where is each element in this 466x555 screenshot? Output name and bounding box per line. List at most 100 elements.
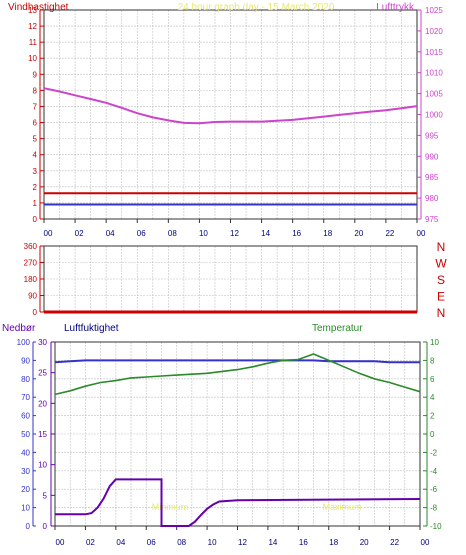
temperature-tick-label: -10 bbox=[430, 522, 442, 531]
humidity-tick-label: 30 bbox=[21, 467, 30, 476]
rain-axis-title: Nedbør bbox=[2, 323, 36, 334]
x-tick-label: 02 bbox=[75, 229, 84, 238]
y2-tick-label: 1025 bbox=[425, 6, 443, 15]
humidity-tick-label: 80 bbox=[21, 375, 30, 384]
temperature-tick-label: -8 bbox=[430, 504, 438, 513]
rain-tick-label: 0 bbox=[43, 522, 48, 531]
x-tick-label: 20 bbox=[354, 229, 363, 238]
y2-tick-label: 1000 bbox=[425, 111, 443, 120]
y-tick-label: 0 bbox=[33, 215, 38, 224]
y-tick-label: 0 bbox=[33, 308, 38, 317]
y2-tick-label: 990 bbox=[425, 152, 439, 161]
x-tick-label: 00 bbox=[56, 538, 65, 547]
x-tick-label: 00 bbox=[44, 229, 53, 238]
x-tick-label: 04 bbox=[106, 229, 115, 238]
y-tick-label: 90 bbox=[28, 292, 37, 301]
series-line-temperatur bbox=[54, 353, 421, 396]
rain-tick-label: 25 bbox=[38, 369, 47, 378]
x-tick-label: 04 bbox=[116, 538, 125, 547]
direction-label: S bbox=[437, 273, 445, 287]
humidity-tick-label: 20 bbox=[21, 485, 30, 494]
y2-tick-label: 1010 bbox=[425, 69, 443, 78]
x-tick-label: 06 bbox=[137, 229, 146, 238]
y-tick-label: 180 bbox=[24, 275, 38, 284]
direction-label: W bbox=[435, 257, 447, 271]
humidity-tick-label: 40 bbox=[21, 448, 30, 457]
humidity-axis-title: Luftfuktighet bbox=[64, 323, 119, 334]
direction-label: N bbox=[437, 306, 446, 320]
series-line-nedbr bbox=[55, 478, 421, 527]
humidity-tick-label: 100 bbox=[17, 338, 31, 347]
x-tick-label: 12 bbox=[230, 229, 239, 238]
y-tick-label: 2 bbox=[33, 183, 38, 192]
humidity-tick-label: 60 bbox=[21, 412, 30, 421]
x-tick-label: 08 bbox=[177, 538, 186, 547]
x-tick-label: 14 bbox=[268, 538, 277, 547]
y2-tick-label: 985 bbox=[425, 173, 439, 182]
y-tick-label: 12 bbox=[28, 22, 37, 31]
temperature-tick-label: -6 bbox=[430, 485, 438, 494]
temperature-tick-label: 6 bbox=[430, 375, 435, 384]
temperature-tick-label: 0 bbox=[430, 430, 435, 439]
x-tick-label: 16 bbox=[299, 538, 308, 547]
y2-tick-label: 1015 bbox=[425, 48, 443, 57]
pressure-axis-title: Lufttrykk bbox=[376, 2, 415, 13]
temperature-tick-label: 4 bbox=[430, 393, 435, 402]
y-tick-label: 5 bbox=[33, 135, 38, 144]
humidity-tick-label: 90 bbox=[21, 356, 30, 365]
x-tick-label: 10 bbox=[199, 229, 208, 238]
y-tick-label: 9 bbox=[33, 70, 38, 79]
x-tick-label: 00 bbox=[421, 538, 430, 547]
humidity-tick-label: 0 bbox=[26, 522, 31, 531]
x-tick-label: 18 bbox=[329, 538, 338, 547]
temperature-tick-label: -4 bbox=[430, 467, 438, 476]
x-tick-label: 14 bbox=[261, 229, 270, 238]
rain-tick-label: 15 bbox=[38, 430, 47, 439]
y-tick-label: 1 bbox=[33, 199, 38, 208]
rain-tick-label: 10 bbox=[38, 461, 47, 470]
temperature-tick-label: 10 bbox=[430, 338, 439, 347]
x-tick-label: 10 bbox=[208, 538, 217, 547]
y-tick-label: 360 bbox=[24, 242, 38, 251]
humidity-tick-label: 10 bbox=[21, 504, 30, 513]
series-line-luftfuktighet bbox=[54, 359, 420, 364]
x-tick-label: 16 bbox=[292, 229, 301, 238]
rain-tick-label: 30 bbox=[38, 338, 47, 347]
x-tick-label: 12 bbox=[238, 538, 247, 547]
x-tick-label: 22 bbox=[390, 538, 399, 547]
temperature-tick-label: 2 bbox=[430, 412, 435, 421]
series-line-lufttrykk bbox=[43, 87, 418, 125]
humidity-tick-label: 70 bbox=[21, 393, 30, 402]
rain-tick-label: 5 bbox=[43, 491, 48, 500]
y-tick-label: 10 bbox=[28, 54, 37, 63]
y2-tick-label: 980 bbox=[425, 194, 439, 203]
y-tick-label: 7 bbox=[33, 102, 38, 111]
x-tick-label: 00 bbox=[417, 229, 426, 238]
x-tick-label: 02 bbox=[86, 538, 95, 547]
temperature-tick-label: 8 bbox=[430, 356, 435, 365]
x-tick-label: 22 bbox=[385, 229, 394, 238]
x-tick-label: 20 bbox=[360, 538, 369, 547]
humidity-tick-label: 50 bbox=[21, 430, 30, 439]
chart-title: 24 hour graph day - 15 March 2020 bbox=[178, 2, 335, 13]
y2-tick-label: 1020 bbox=[425, 27, 443, 36]
x-tick-label: 06 bbox=[147, 538, 156, 547]
y2-tick-label: 975 bbox=[425, 215, 439, 224]
x-tick-label: 08 bbox=[168, 229, 177, 238]
y2-tick-label: 1005 bbox=[425, 90, 443, 99]
y-tick-label: 3 bbox=[33, 167, 38, 176]
y-tick-label: 8 bbox=[33, 86, 38, 95]
temperature-tick-label: -2 bbox=[430, 448, 438, 457]
y-tick-label: 6 bbox=[33, 119, 38, 128]
x-tick-label: 18 bbox=[323, 229, 332, 238]
minimum-ghost-label: Minimum bbox=[152, 502, 189, 512]
rain-tick-label: 20 bbox=[38, 399, 47, 408]
y-tick-label: 11 bbox=[29, 38, 38, 47]
maximum-ghost-label: Maximum bbox=[322, 502, 361, 512]
direction-label: N bbox=[437, 240, 446, 254]
wind-axis-title: Vindhastighet bbox=[8, 2, 69, 13]
y-tick-label: 4 bbox=[33, 151, 38, 160]
direction-label: E bbox=[437, 290, 445, 304]
